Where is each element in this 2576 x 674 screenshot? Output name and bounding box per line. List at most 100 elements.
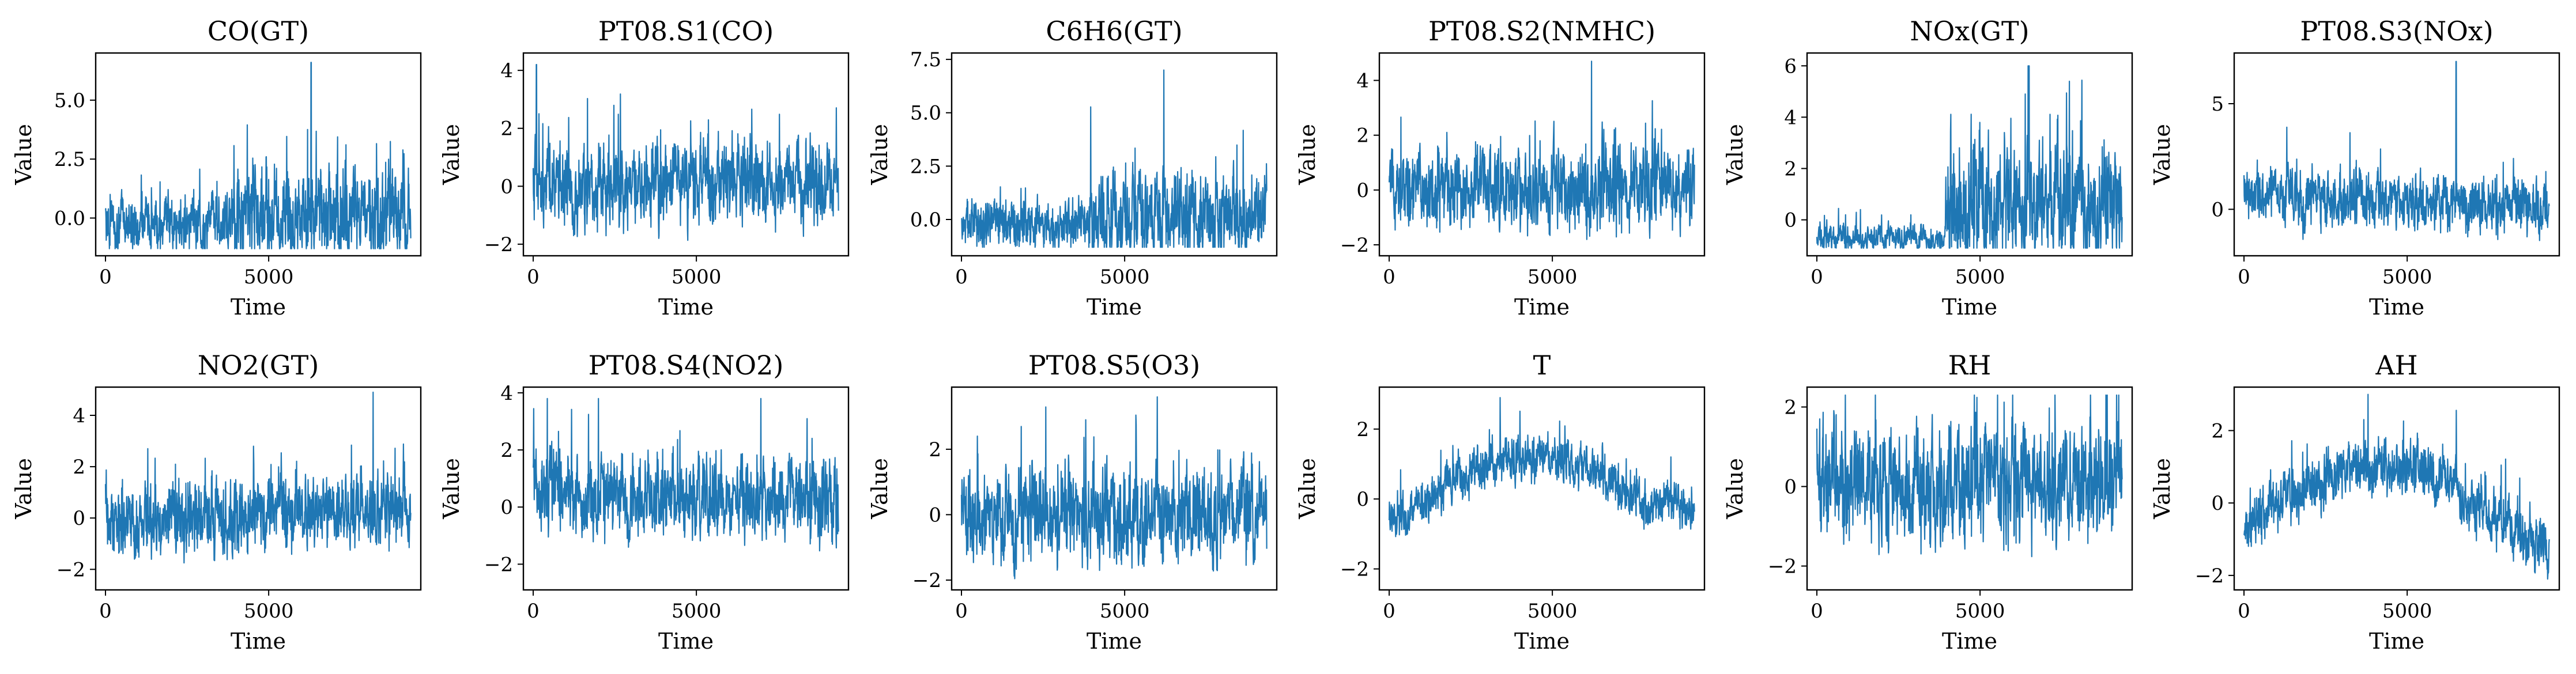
subplot-pt08-s3-nox: 0 5000 0 5 PT08.S3(NOx) Time Value [2149, 16, 2560, 320]
x-axis-label: Time [1087, 628, 1142, 654]
subplot-c6h6-gt: 0 5000 0.0 2.5 5.0 7.5 C6H6(GT) Time Value [867, 16, 1278, 320]
y-axis-label: Value [2149, 458, 2175, 520]
x-axis-label: Time [1514, 628, 1570, 654]
series-line-co-gt [104, 62, 412, 249]
axes-frame [951, 386, 1278, 591]
subplot-title: T [1533, 350, 1551, 381]
series-line-pt08-s4-no2 [532, 397, 839, 552]
y-tick-label: 2 [929, 438, 941, 461]
series-line-t [1388, 397, 1695, 537]
subplot-title: NO2(GT) [198, 350, 319, 381]
x-tick-label: 0 [1811, 266, 1823, 289]
y-tick-label: 0 [1356, 488, 1369, 511]
y-axis-label: Value [2149, 124, 2175, 185]
y-tick-label: −2 [484, 233, 513, 256]
y-tick-label: 0 [500, 175, 513, 198]
x-axis-label: Time [2369, 294, 2424, 320]
subplot-title: NOx(GT) [1910, 16, 2029, 47]
subplot-pt08-s4-no2: 0 5000 −2 0 2 4 PT08.S4(NO2) Time Value [439, 350, 850, 654]
x-axis-label: Time [231, 628, 286, 654]
x-tick-label: 5000 [1100, 600, 1150, 623]
x-tick-label: 5000 [672, 266, 722, 289]
y-tick-label: 4 [73, 404, 85, 427]
x-axis-label: Time [1942, 294, 1997, 320]
y-tick-label: −2 [2195, 565, 2224, 588]
subplot-ah: 0 5000 −2 0 2 AH Time Value [2149, 350, 2560, 654]
subplot-co-gt: 0 5000 0.0 2.5 5.0 CO(GT) Time Value [11, 16, 422, 320]
subplot-title: PT08.S5(O3) [1028, 350, 1200, 381]
series-line-pt08-s1-co [532, 64, 839, 241]
subplot-nox-gt: 0 5000 0 2 4 6 NOx(GT) Time Value [1722, 16, 2133, 320]
subplot-title: RH [1948, 350, 1992, 381]
subplot-t: 0 5000 −2 0 2 T Time Value [1295, 350, 1706, 654]
subplot-no2-gt: 0 5000 −2 0 2 4 NO2(GT) Time Value [11, 350, 422, 654]
y-tick-label: 4 [1356, 70, 1369, 93]
y-axis-label: Value [1722, 124, 1748, 185]
y-tick-label: 0 [500, 496, 513, 519]
y-tick-label: 0 [1784, 209, 1797, 232]
axes-frame [951, 52, 1278, 257]
y-tick-label: 0 [2211, 492, 2224, 515]
x-tick-label: 0 [1811, 600, 1823, 623]
y-tick-label: 5.0 [910, 102, 941, 125]
subplot-title: PT08.S4(NO2) [589, 350, 784, 381]
x-tick-label: 0 [1383, 266, 1396, 289]
x-tick-label: 5000 [1100, 266, 1150, 289]
x-axis-label: Time [1514, 294, 1570, 320]
y-axis-label: Value [867, 124, 892, 185]
subplot-title: C6H6(GT) [1046, 16, 1182, 47]
y-tick-label: 5.0 [54, 89, 85, 112]
axes-frame [522, 52, 850, 257]
series-line-c6h6-gt [961, 69, 1268, 248]
subplot-rh: 0 5000 −2 0 2 RH Time Value [1722, 350, 2133, 654]
axes-frame [1378, 386, 1706, 591]
x-tick-label: 5000 [244, 266, 294, 289]
axes-frame [1378, 52, 1706, 257]
y-tick-label: 0 [2211, 198, 2224, 221]
x-axis-label: Time [1087, 294, 1142, 320]
y-tick-label: −2 [1768, 555, 1797, 578]
y-tick-label: 0 [1356, 179, 1369, 202]
y-tick-label: 4 [500, 382, 513, 405]
y-tick-label: 2 [1784, 396, 1797, 419]
x-tick-label: 0 [2238, 266, 2250, 289]
x-tick-label: 0 [99, 266, 112, 289]
y-tick-label: 4 [1784, 106, 1797, 129]
y-tick-label: 2 [1356, 418, 1369, 441]
y-tick-label: 0 [73, 507, 85, 530]
x-tick-label: 5000 [1955, 266, 2005, 289]
y-tick-label: 0 [1784, 476, 1797, 499]
x-axis-label: Time [1942, 628, 1997, 654]
series-line-rh [1816, 394, 2123, 558]
series-line-pt08-s2-nmhc [1388, 60, 1695, 240]
y-tick-label: 2 [500, 118, 513, 141]
axes-frame [95, 386, 422, 591]
axes-frame [2233, 52, 2560, 257]
series-line-no2-gt [104, 391, 412, 564]
subplot-title: PT08.S3(NOx) [2300, 16, 2493, 47]
x-tick-label: 5000 [1528, 600, 1578, 623]
subplot-title: PT08.S1(CO) [598, 16, 774, 47]
y-tick-label: −2 [1340, 558, 1369, 581]
y-tick-label: −2 [912, 569, 941, 592]
subplot-pt08-s2-nmhc: 0 5000 −2 0 2 4 PT08.S2(NMHC) Time Value [1295, 16, 1706, 320]
y-axis-label: Value [1722, 458, 1748, 520]
y-tick-label: 5 [2211, 93, 2224, 116]
y-axis-label: Value [439, 458, 464, 520]
x-tick-label: 5000 [2382, 600, 2432, 623]
subplot-title: CO(GT) [208, 16, 309, 47]
y-tick-label: 2 [73, 456, 85, 479]
axes-frame [1806, 52, 2133, 257]
y-tick-label: 2.5 [910, 155, 941, 178]
axes-frame [2233, 386, 2560, 591]
y-axis-label: Value [1295, 124, 1320, 185]
y-tick-label: −2 [1340, 234, 1369, 257]
y-axis-label: Value [1295, 458, 1320, 520]
x-tick-label: 0 [955, 266, 968, 289]
x-tick-label: 5000 [1528, 266, 1578, 289]
y-tick-label: −2 [484, 553, 513, 576]
y-tick-label: 0.0 [54, 207, 85, 230]
series-line-pt08-s3-nox [2243, 60, 2550, 241]
subplot-title: AH [2375, 350, 2417, 381]
